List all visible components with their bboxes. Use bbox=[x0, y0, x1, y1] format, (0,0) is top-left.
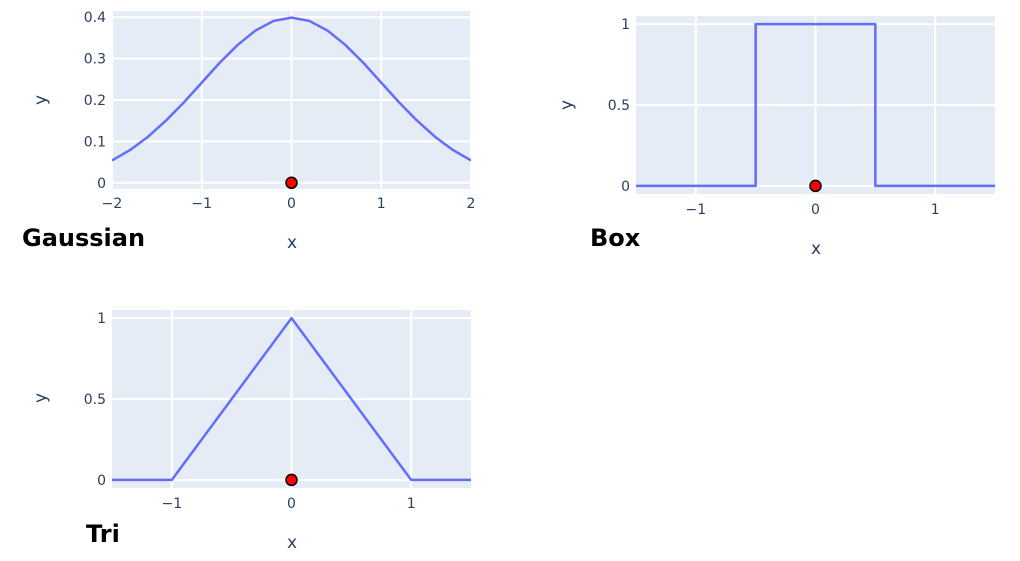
y-axis-label: y bbox=[31, 95, 51, 105]
x-tick-label: −1 bbox=[686, 202, 707, 218]
x-tick-label: −1 bbox=[191, 196, 212, 212]
series-line bbox=[636, 22, 995, 188]
x-tick-label: −2 bbox=[102, 196, 123, 212]
marker-point bbox=[809, 179, 822, 193]
y-tick-label: 0.5 bbox=[84, 392, 106, 408]
x-tick-label: 2 bbox=[467, 196, 476, 212]
y-tick-label: 0.1 bbox=[84, 134, 106, 150]
subplot-title: Box bbox=[590, 224, 641, 252]
series-line bbox=[112, 316, 471, 482]
subplot-tri: −1 0 1 0 0.5 1 x y Tri bbox=[31, 310, 471, 553]
x-tick-label: 0 bbox=[811, 202, 820, 218]
y-tick-label: 1 bbox=[621, 17, 630, 33]
subplot-title: Gaussian bbox=[22, 224, 145, 252]
y-axis-label: y bbox=[557, 100, 577, 110]
x-tick-label: 1 bbox=[407, 496, 416, 512]
x-tick-label: −1 bbox=[162, 496, 183, 512]
x-axis-label: x bbox=[811, 239, 821, 259]
x-axis-label: x bbox=[287, 233, 297, 253]
y-tick-label: 0.3 bbox=[84, 52, 106, 68]
y-tick-label: 0 bbox=[97, 176, 106, 192]
marker-point bbox=[285, 473, 298, 487]
y-tick-label: 0 bbox=[621, 179, 630, 195]
subplot-box: −1 0 1 0 0.5 1 x y Box bbox=[557, 16, 995, 259]
y-tick-label: 0.5 bbox=[608, 98, 630, 114]
y-tick-label: 0 bbox=[97, 473, 106, 489]
marker-point bbox=[285, 176, 298, 190]
x-axis-label: x bbox=[287, 533, 297, 553]
series-line bbox=[112, 16, 471, 162]
y-tick-label: 0.2 bbox=[84, 93, 106, 109]
y-axis-label: y bbox=[31, 393, 51, 403]
x-tick-label: 1 bbox=[377, 196, 386, 212]
x-tick-label: 1 bbox=[931, 202, 940, 218]
y-tick-label: 0.4 bbox=[84, 10, 106, 26]
x-tick-label: 0 bbox=[287, 496, 296, 512]
x-tick-label: 0 bbox=[287, 196, 296, 212]
subplot-gaussian: −2 −1 0 1 2 0 0.1 0.2 0.3 0.4 x y Gaussian bbox=[22, 10, 475, 253]
subplot-title: Tri bbox=[86, 520, 120, 548]
y-tick-label: 1 bbox=[97, 311, 106, 327]
